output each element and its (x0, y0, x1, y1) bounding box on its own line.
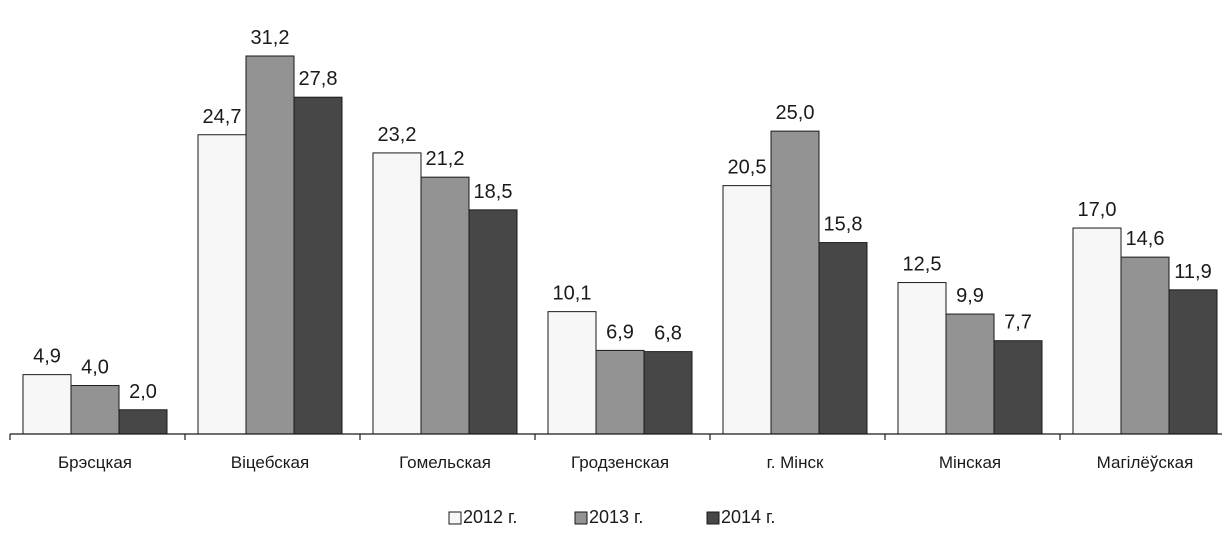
data-label: 24,7 (203, 106, 242, 128)
bar-3-5 (818, 242, 868, 435)
category-label: Брэсцкая (58, 453, 132, 472)
bar-1-4 (547, 311, 597, 435)
data-label: 21,2 (426, 148, 465, 170)
category-label: Віцебская (231, 453, 309, 472)
data-label: 4,9 (33, 346, 61, 368)
data-label: 15,8 (824, 214, 863, 236)
bar-2-3 (420, 176, 470, 435)
data-label: 17,0 (1078, 199, 1117, 221)
bar-1-3 (372, 152, 422, 435)
data-label: 6,9 (606, 321, 634, 343)
data-label: 7,7 (1004, 312, 1032, 334)
data-label: 23,2 (378, 124, 417, 146)
data-label: 9,9 (956, 285, 984, 307)
bar-3-2 (293, 96, 343, 435)
legend-label-2: 2013 г. (589, 507, 643, 527)
category-label: Магілёўская (1097, 453, 1194, 472)
data-label: 27,8 (299, 68, 338, 90)
bars-layer (22, 55, 1218, 435)
bar-3-7 (1168, 289, 1218, 435)
data-label: 31,2 (251, 27, 290, 49)
bar-1-5 (722, 185, 772, 435)
bar-2-4 (595, 349, 645, 435)
legend-label-1: 2012 г. (463, 507, 517, 527)
data-label: 10,1 (553, 283, 592, 305)
x-axis: Брэсцкая Віцебская Гомельская Гродзенская г.… (9, 433, 1222, 472)
data-labels-layer: 4,9 24,7 23,2 10,1 20,5 12,5 17,0 4,0 31,2 21,2 6,… (33, 27, 1212, 403)
data-label: 25,0 (776, 102, 815, 124)
legend: 2012 г. 2013 г. 2014 г. (448, 507, 775, 527)
bar-1-2 (197, 134, 247, 435)
data-label: 18,5 (474, 181, 513, 203)
bar-2-1 (70, 385, 120, 435)
data-label: 4,0 (81, 357, 109, 379)
bar-3-4 (643, 351, 693, 435)
bar-3-1 (118, 409, 168, 435)
bar-1-6 (897, 282, 947, 435)
category-label: Мінская (939, 453, 1001, 472)
bar-2-7 (1120, 256, 1170, 435)
data-label: 11,9 (1174, 261, 1211, 283)
data-label: 14,6 (1126, 228, 1165, 250)
data-label: 20,5 (728, 157, 767, 179)
bar-1-7 (1072, 227, 1122, 435)
bar-2-2 (245, 55, 295, 435)
legend-swatch-1 (448, 511, 462, 525)
bar-1-1 (22, 374, 72, 435)
category-label: Гомельская (399, 453, 491, 472)
legend-swatch-3 (706, 511, 720, 525)
data-label: 2,0 (129, 381, 157, 403)
bar-3-6 (993, 340, 1043, 435)
category-label: Гродзенская (571, 453, 669, 472)
bar-3-3 (468, 209, 518, 435)
data-label: 6,8 (654, 323, 682, 345)
legend-label-3: 2014 г. (721, 507, 775, 527)
legend-swatch-2 (574, 511, 588, 525)
category-label: г. Мінск (767, 453, 824, 472)
bar-2-5 (770, 130, 820, 435)
data-label: 12,5 (903, 254, 942, 276)
bar-2-6 (945, 313, 995, 435)
